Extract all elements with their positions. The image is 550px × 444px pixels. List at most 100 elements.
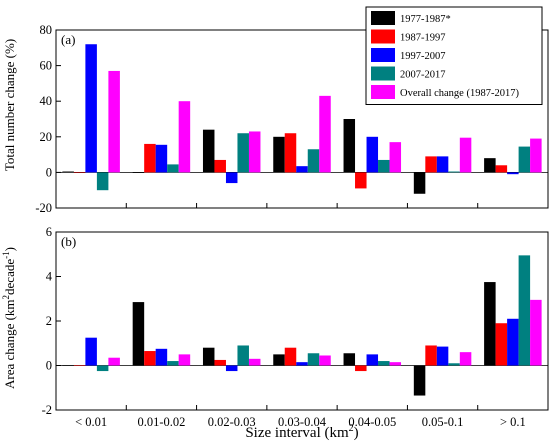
bar-a-s3-c6 bbox=[518, 146, 531, 173]
y-axis-title-b: Area change (km2decade-1) bbox=[1, 247, 17, 389]
y-tick-label-a: -20 bbox=[35, 201, 52, 215]
bar-a-s4-c1 bbox=[178, 101, 191, 173]
y-tick-label-b: -2 bbox=[42, 403, 52, 417]
bar-b-s0-c5 bbox=[413, 365, 426, 396]
bar-a-s3-c1 bbox=[167, 164, 179, 173]
legend-swatch bbox=[371, 11, 395, 25]
legend-swatch bbox=[371, 48, 395, 62]
y-tick-label-b: 4 bbox=[46, 270, 53, 284]
y-tick-label-a: 60 bbox=[40, 59, 53, 73]
y-tick-label-a: 20 bbox=[40, 130, 53, 144]
bar-b-s4-c0 bbox=[108, 357, 120, 366]
bar-a-s0-c2 bbox=[202, 129, 215, 173]
bar-b-s2-c5 bbox=[436, 346, 449, 366]
legend-label: 1997-2007 bbox=[400, 51, 446, 62]
bar-a-s1-c4 bbox=[355, 172, 367, 189]
bar-b-s0-c2 bbox=[202, 347, 215, 366]
bar-a-s4-c3 bbox=[319, 95, 331, 173]
bar-a-s2-c3 bbox=[296, 166, 308, 173]
bar-b-s4-c3 bbox=[319, 355, 331, 366]
legend-label: Overall change (1987-2017) bbox=[400, 88, 519, 99]
bar-a-s4-c5 bbox=[459, 137, 472, 173]
bar-b-s1-c5 bbox=[425, 345, 437, 366]
bar-a-s3-c2 bbox=[237, 133, 249, 173]
bar-b-s3-c0 bbox=[96, 365, 109, 372]
y-tick-label-a: 40 bbox=[40, 94, 53, 108]
bar-b-s4-c5 bbox=[459, 352, 472, 366]
bar-a-s4-c0 bbox=[108, 70, 120, 173]
legend-swatch bbox=[371, 29, 395, 44]
bar-a-s2-c4 bbox=[366, 136, 379, 173]
bar-a-s0-c3 bbox=[273, 136, 285, 173]
bar-b-s1-c2 bbox=[214, 359, 226, 366]
bar-a-s1-c3 bbox=[284, 133, 297, 173]
legend-label: 1977-1987* bbox=[400, 14, 451, 25]
panel-b: -2 0 2 4 6 < 0.01 0.01-0.02 0.02-0.03 0.03-0.04 0… bbox=[42, 225, 549, 429]
panel-label-b: (b) bbox=[61, 234, 76, 249]
y-tick-label-b: 2 bbox=[46, 314, 52, 328]
x-tick-label: > 0.1 bbox=[500, 415, 526, 429]
plot-frame-a bbox=[55, 29, 549, 209]
bar-b-s1-c0 bbox=[73, 365, 86, 366]
legend-label: 1987-1997 bbox=[400, 33, 446, 44]
y-tick-label-b: 0 bbox=[46, 359, 52, 373]
x-axis-title: Size interval (km2) bbox=[245, 423, 358, 441]
bar-b-s2-c3 bbox=[296, 362, 308, 366]
bar-a-s0-c4 bbox=[343, 119, 356, 173]
bar-a-s2-c2 bbox=[225, 172, 238, 184]
bar-b-s1-c4 bbox=[355, 365, 367, 372]
bar-a-s3-c3 bbox=[307, 149, 320, 173]
x-tick-label: < 0.01 bbox=[75, 415, 107, 429]
bar-b-s3-c6 bbox=[518, 255, 531, 366]
bar-b-s2-c1 bbox=[155, 348, 168, 366]
bar-a-s2-c1 bbox=[155, 144, 168, 173]
bar-b-s3-c5 bbox=[448, 363, 460, 366]
bar-a-s4-c2 bbox=[248, 131, 261, 173]
bar-b-s2-c0 bbox=[85, 337, 97, 366]
plot-frame-b bbox=[55, 231, 549, 411]
bar-a-s2-c0 bbox=[85, 44, 97, 173]
bar-b-s3-c1 bbox=[167, 361, 179, 366]
bar-a-s1-c2 bbox=[214, 159, 226, 173]
bar-a-s1-c5 bbox=[425, 156, 437, 173]
bar-b-s4-c4 bbox=[389, 362, 402, 366]
x-tick-label: 0.02-0.03 bbox=[208, 415, 256, 429]
bar-a-s2-c5 bbox=[436, 156, 449, 173]
bar-b-s0-c3 bbox=[273, 354, 285, 366]
bar-b-s1-c3 bbox=[284, 347, 297, 366]
bar-b-s3-c4 bbox=[378, 361, 390, 366]
panel-label-a: (a) bbox=[61, 32, 75, 47]
bar-b-s0-c0 bbox=[62, 365, 74, 366]
bar-b-s2-c6 bbox=[507, 318, 519, 366]
bar-a-s2-c6 bbox=[507, 172, 519, 175]
panel-a: -20 0 20 40 60 80 (a) bbox=[35, 23, 549, 215]
bar-b-s3-c2 bbox=[237, 345, 249, 366]
bar-a-s4-c4 bbox=[389, 142, 402, 173]
legend-label: 2007-2017 bbox=[400, 70, 446, 81]
x-tick-label: 0.05-0.1 bbox=[422, 415, 464, 429]
bar-b-s1-c1 bbox=[144, 351, 156, 366]
bar-b-s0-c6 bbox=[484, 282, 496, 366]
y-axis-title-a: Total number change (%) bbox=[2, 39, 17, 171]
bar-a-s3-c5 bbox=[448, 171, 460, 173]
bar-a-s3-c0 bbox=[96, 172, 109, 191]
bar-b-s0-c1 bbox=[132, 302, 145, 366]
bar-b-s4-c1 bbox=[178, 354, 191, 366]
bar-a-s3-c4 bbox=[378, 159, 390, 173]
bar-a-s1-c6 bbox=[495, 165, 508, 173]
legend-swatch bbox=[371, 85, 395, 99]
bar-a-s1-c1 bbox=[144, 143, 156, 173]
y-tick-label-a: 0 bbox=[46, 165, 52, 179]
legend-swatch bbox=[371, 66, 395, 81]
bar-a-s1-c0 bbox=[73, 172, 86, 173]
legend: 1977-1987* 1987-1997 1997-2007 2007-2017 Ove… bbox=[365, 6, 543, 105]
legend-box bbox=[365, 6, 543, 105]
bar-b-s2-c2 bbox=[225, 365, 238, 372]
bar-b-s3-c3 bbox=[307, 353, 320, 366]
bar-b-s1-c6 bbox=[495, 323, 508, 366]
bar-a-s0-c5 bbox=[413, 172, 426, 194]
x-tick-label: 0.01-0.02 bbox=[137, 415, 185, 429]
x-tick-label: 0.03-0.04 bbox=[278, 415, 327, 429]
y-tick-label-b: 6 bbox=[46, 225, 52, 239]
